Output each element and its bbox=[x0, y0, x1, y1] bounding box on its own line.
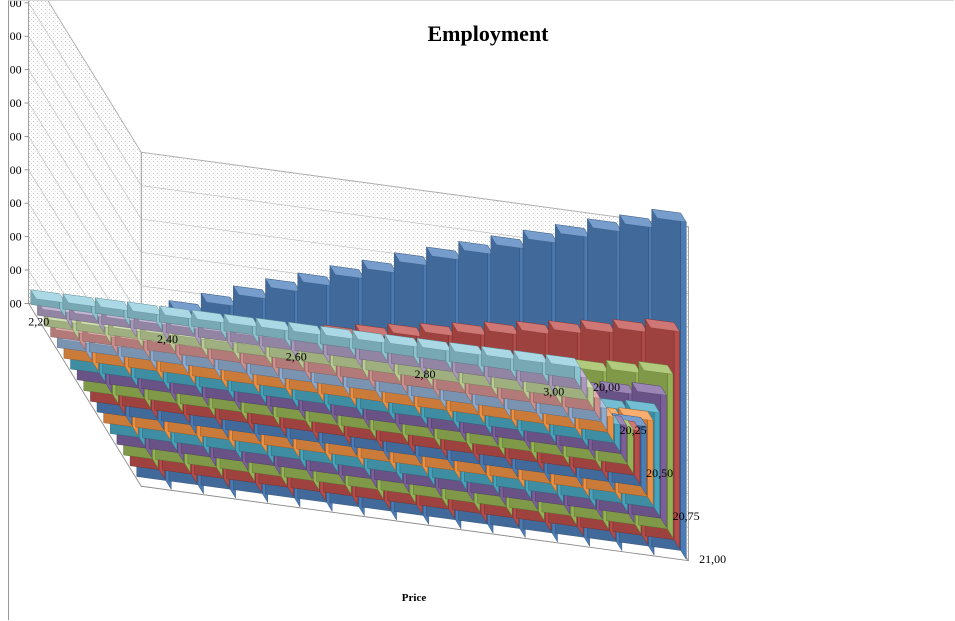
y-tick-label: 9,00 bbox=[9, 1, 22, 10]
y-tick-label: 6,00 bbox=[9, 96, 22, 110]
bar bbox=[94, 297, 130, 327]
bar bbox=[287, 321, 324, 354]
bar bbox=[320, 325, 356, 358]
bar bbox=[223, 313, 259, 345]
y-tick-label: 4,00 bbox=[9, 163, 22, 177]
y-tick-label: 2,00 bbox=[9, 230, 22, 244]
bar bbox=[159, 305, 195, 336]
z-axis-ticks: 20,00 20,25 20,50 20,75 21,00 bbox=[593, 380, 726, 566]
gridline bbox=[28, 2, 689, 261]
x-axis-ticks: 2,20 2,40 2,60 2,80 3,00 bbox=[28, 315, 564, 399]
chart-title: Employment bbox=[428, 21, 550, 46]
y-tick-label: 1,00 bbox=[9, 263, 22, 277]
z-tick-label: 20,00 bbox=[593, 380, 620, 394]
bar bbox=[255, 317, 291, 349]
bar bbox=[545, 354, 581, 389]
z-tick-label: 20,75 bbox=[673, 509, 700, 523]
y-tick-label: 0,00 bbox=[9, 296, 22, 310]
x-tick-label: 2,60 bbox=[286, 350, 307, 364]
y-axis-ticks: 0,00 1,00 2,00 3,00 4,00 5,00 6,00 7,00 8,00 9,00… bbox=[9, 1, 29, 310]
bar bbox=[30, 289, 66, 319]
z-tick-label: 21,00 bbox=[699, 552, 726, 566]
x-axis-label: Price bbox=[402, 592, 427, 604]
x-tick-label: 2,80 bbox=[414, 367, 435, 381]
z-tick-label: 20,25 bbox=[620, 423, 647, 437]
bar bbox=[481, 346, 517, 380]
y-tick-label: 7,00 bbox=[9, 63, 22, 77]
y-tick-label: 5,00 bbox=[9, 129, 22, 143]
x-tick-label: 2,20 bbox=[28, 315, 49, 329]
bar bbox=[191, 309, 227, 341]
bar bbox=[352, 329, 388, 362]
z-tick-label: 20,50 bbox=[646, 466, 673, 480]
gridline bbox=[47, 1, 689, 227]
bar-series-group bbox=[30, 208, 687, 561]
x-tick-label: 3,00 bbox=[543, 385, 564, 399]
y-tick-label: 8,00 bbox=[9, 29, 22, 43]
x-tick-label: 2,40 bbox=[157, 332, 178, 346]
chart-area: Employment 0,00 1,00 2,00 3,00 4,00 5,00 6,00 7… bbox=[8, 0, 954, 620]
employment-3d-column-chart: Employment 0,00 1,00 2,00 3,00 4,00 5,00 6,00 7… bbox=[9, 1, 726, 604]
bar bbox=[448, 342, 485, 376]
y-tick-label: 3,00 bbox=[9, 196, 22, 210]
